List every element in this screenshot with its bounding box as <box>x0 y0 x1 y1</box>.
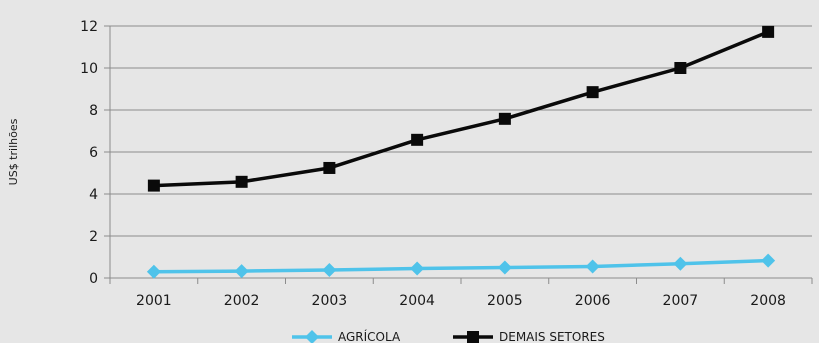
y-axis-title: US$ trilhões <box>7 118 20 185</box>
x-tick-label: 2008 <box>750 293 786 309</box>
data-point-diamond <box>146 264 161 279</box>
y-tick-label: 12 <box>80 19 98 35</box>
data-point-square <box>323 161 336 174</box>
legend-marker-square <box>467 331 479 343</box>
data-point-square <box>411 133 424 146</box>
x-tick-label: 2007 <box>663 293 699 309</box>
data-point-diamond <box>673 256 688 271</box>
x-tick-label: 2005 <box>487 293 523 309</box>
data-point-square <box>586 86 599 99</box>
axes <box>104 25 813 284</box>
data-point-diamond <box>410 261 425 276</box>
data-point-square <box>147 179 160 192</box>
data-point-diamond <box>497 260 512 275</box>
legend: AGRÍCOLA DEMAIS SETORES <box>292 329 605 343</box>
y-tick-label: 4 <box>89 187 98 203</box>
legend-label: DEMAIS SETORES <box>499 330 605 343</box>
data-point-diamond <box>761 253 776 268</box>
y-tick-label: 2 <box>89 229 98 245</box>
legend-entry: AGRÍCOLA <box>292 329 401 343</box>
x-tick-label: 2003 <box>312 293 348 309</box>
y-tick-label: 6 <box>89 145 98 161</box>
series-line <box>153 30 769 188</box>
series-line <box>153 258 769 274</box>
legend-label: AGRÍCOLA <box>338 329 401 343</box>
data-point-square <box>498 112 511 125</box>
x-tick-label: 2004 <box>399 293 435 309</box>
series-demais-setores <box>147 25 775 192</box>
y-tick-label: 8 <box>89 103 98 119</box>
series-agr-cola <box>146 253 776 279</box>
data-point-square <box>674 62 687 74</box>
y-tick-labels: 0 2 4 6 8 10 12 <box>80 19 98 287</box>
y-tick-label: 10 <box>80 61 98 77</box>
data-point-diamond <box>322 263 337 278</box>
legend-entry: DEMAIS SETORES <box>453 330 605 343</box>
data-point-square <box>762 25 775 38</box>
x-tick-labels: 2001 2002 2003 2004 2005 2006 2007 2008 <box>136 293 786 309</box>
gridlines <box>110 25 812 237</box>
y-tick-label: 0 <box>89 271 98 287</box>
x-tick-label: 2006 <box>575 293 611 309</box>
data-point-diamond <box>585 259 600 274</box>
data-point-square <box>235 175 248 188</box>
legend-marker-diamond <box>305 330 319 343</box>
series <box>146 25 776 279</box>
x-tick-label: 2002 <box>224 293 260 309</box>
data-point-diamond <box>234 264 249 279</box>
x-tick-label: 2001 <box>136 293 172 309</box>
